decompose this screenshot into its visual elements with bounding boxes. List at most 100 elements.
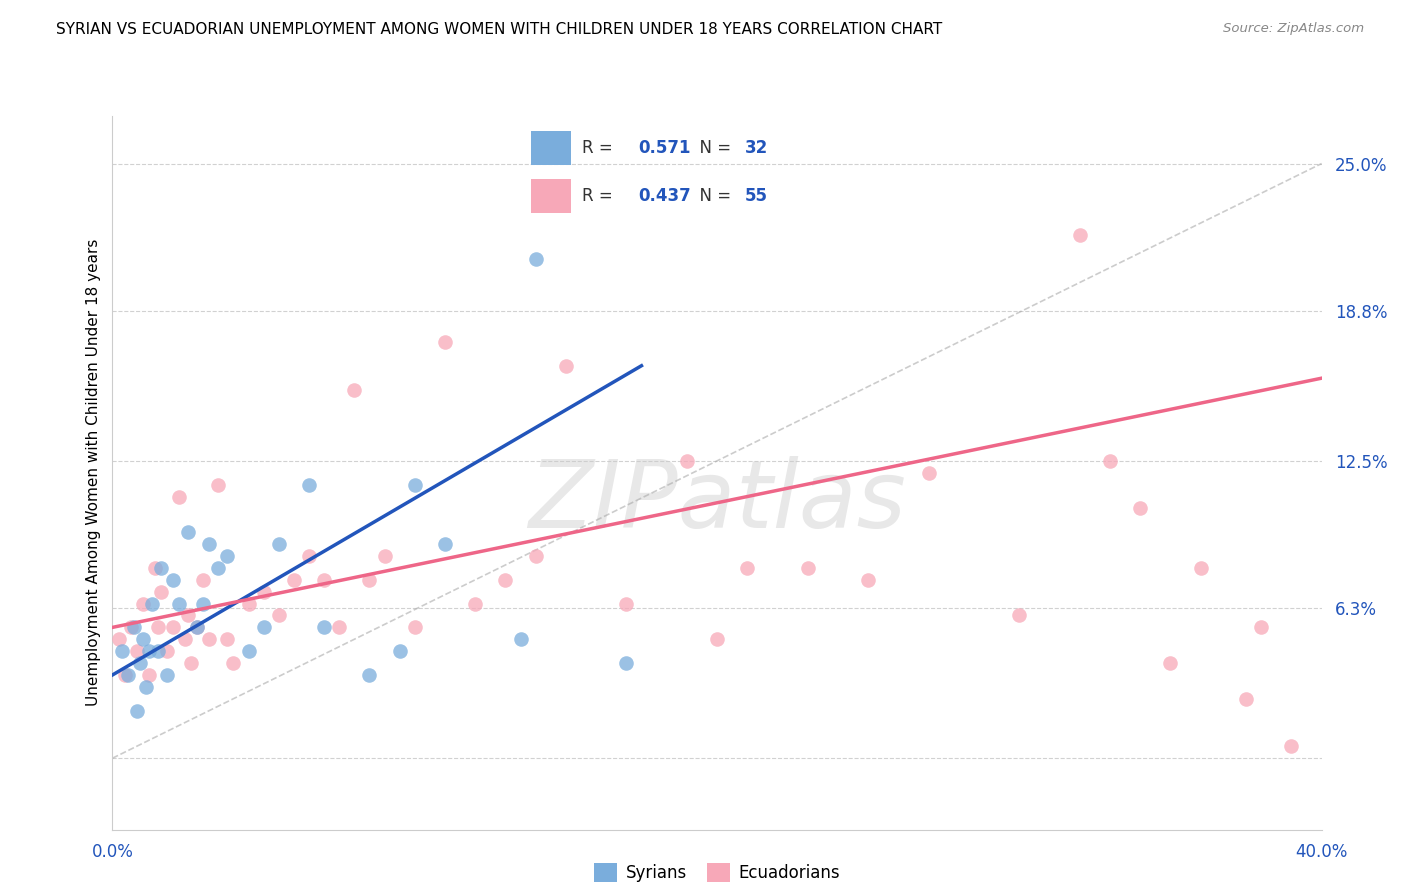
Point xyxy=(253,620,276,634)
Point xyxy=(676,454,699,468)
Point xyxy=(146,620,169,634)
Point xyxy=(110,644,132,658)
Point xyxy=(138,668,160,682)
Point xyxy=(858,573,880,587)
Point xyxy=(238,597,260,611)
Point xyxy=(167,597,190,611)
Point xyxy=(359,668,381,682)
Point xyxy=(222,656,245,670)
Point xyxy=(298,477,321,491)
Point xyxy=(174,632,197,647)
Point xyxy=(1371,383,1393,397)
Point xyxy=(143,561,166,575)
Point xyxy=(283,573,305,587)
Point xyxy=(107,632,129,647)
Legend: Syrians, Ecuadorians: Syrians, Ecuadorians xyxy=(588,856,846,889)
Point xyxy=(167,490,190,504)
Point xyxy=(114,668,136,682)
Point xyxy=(1099,454,1122,468)
Point xyxy=(388,644,411,658)
Text: N =: N = xyxy=(689,138,737,157)
Point xyxy=(404,477,426,491)
Point xyxy=(186,620,208,634)
Point xyxy=(328,620,350,634)
Point xyxy=(298,549,321,563)
Point xyxy=(796,561,818,575)
Point xyxy=(217,632,239,647)
Point xyxy=(156,668,179,682)
Point xyxy=(464,597,486,611)
Point xyxy=(146,644,169,658)
Point xyxy=(125,704,148,718)
Point xyxy=(1250,620,1272,634)
Point xyxy=(138,644,160,658)
Text: 0.437: 0.437 xyxy=(638,186,692,205)
Point xyxy=(132,597,155,611)
Point xyxy=(495,573,517,587)
Point xyxy=(128,656,150,670)
Point xyxy=(1159,656,1181,670)
Point xyxy=(125,644,148,658)
Text: Source: ZipAtlas.com: Source: ZipAtlas.com xyxy=(1223,22,1364,36)
Point xyxy=(156,644,179,658)
Point xyxy=(180,656,202,670)
Point xyxy=(122,620,145,634)
Point xyxy=(162,620,184,634)
Point xyxy=(253,584,276,599)
Point xyxy=(314,573,336,587)
Point xyxy=(737,561,759,575)
Text: N =: N = xyxy=(689,186,737,205)
Point xyxy=(217,549,239,563)
Text: R =: R = xyxy=(582,138,619,157)
FancyBboxPatch shape xyxy=(531,130,571,164)
Point xyxy=(149,561,172,575)
Point xyxy=(1069,227,1091,242)
Point xyxy=(207,477,229,491)
Point xyxy=(267,608,290,623)
Text: 55: 55 xyxy=(745,186,768,205)
Point xyxy=(434,537,457,551)
Text: R =: R = xyxy=(582,186,619,205)
Point xyxy=(374,549,396,563)
Point xyxy=(177,525,200,540)
Point xyxy=(706,632,728,647)
Point xyxy=(1008,608,1031,623)
Point xyxy=(1234,691,1257,706)
Point xyxy=(186,620,208,634)
FancyBboxPatch shape xyxy=(531,179,571,212)
Point xyxy=(198,632,221,647)
Point xyxy=(404,620,426,634)
Point xyxy=(149,584,172,599)
Point xyxy=(616,597,638,611)
Point xyxy=(359,573,381,587)
Text: SYRIAN VS ECUADORIAN UNEMPLOYMENT AMONG WOMEN WITH CHILDREN UNDER 18 YEARS CORRE: SYRIAN VS ECUADORIAN UNEMPLOYMENT AMONG … xyxy=(56,22,942,37)
Point xyxy=(434,334,457,349)
Text: 0.571: 0.571 xyxy=(638,138,690,157)
Point xyxy=(132,632,155,647)
Text: ZIPatlas: ZIPatlas xyxy=(529,456,905,547)
Point xyxy=(524,549,547,563)
Point xyxy=(1326,704,1348,718)
Point xyxy=(238,644,260,658)
Point xyxy=(120,620,142,634)
Point xyxy=(554,359,576,373)
Point xyxy=(1281,739,1303,754)
Point xyxy=(343,383,366,397)
Point xyxy=(267,537,290,551)
Point xyxy=(162,573,184,587)
Point xyxy=(207,561,229,575)
Point xyxy=(1189,561,1212,575)
Point xyxy=(141,597,163,611)
Y-axis label: Unemployment Among Women with Children Under 18 years: Unemployment Among Women with Children U… xyxy=(86,239,101,706)
Point xyxy=(177,608,200,623)
Point xyxy=(198,537,221,551)
Text: 32: 32 xyxy=(745,138,769,157)
Point xyxy=(314,620,336,634)
Point xyxy=(1129,501,1152,516)
Point xyxy=(191,573,215,587)
Point xyxy=(616,656,638,670)
Point xyxy=(135,680,157,694)
Point xyxy=(524,252,547,266)
Point xyxy=(117,668,139,682)
Point xyxy=(191,597,215,611)
